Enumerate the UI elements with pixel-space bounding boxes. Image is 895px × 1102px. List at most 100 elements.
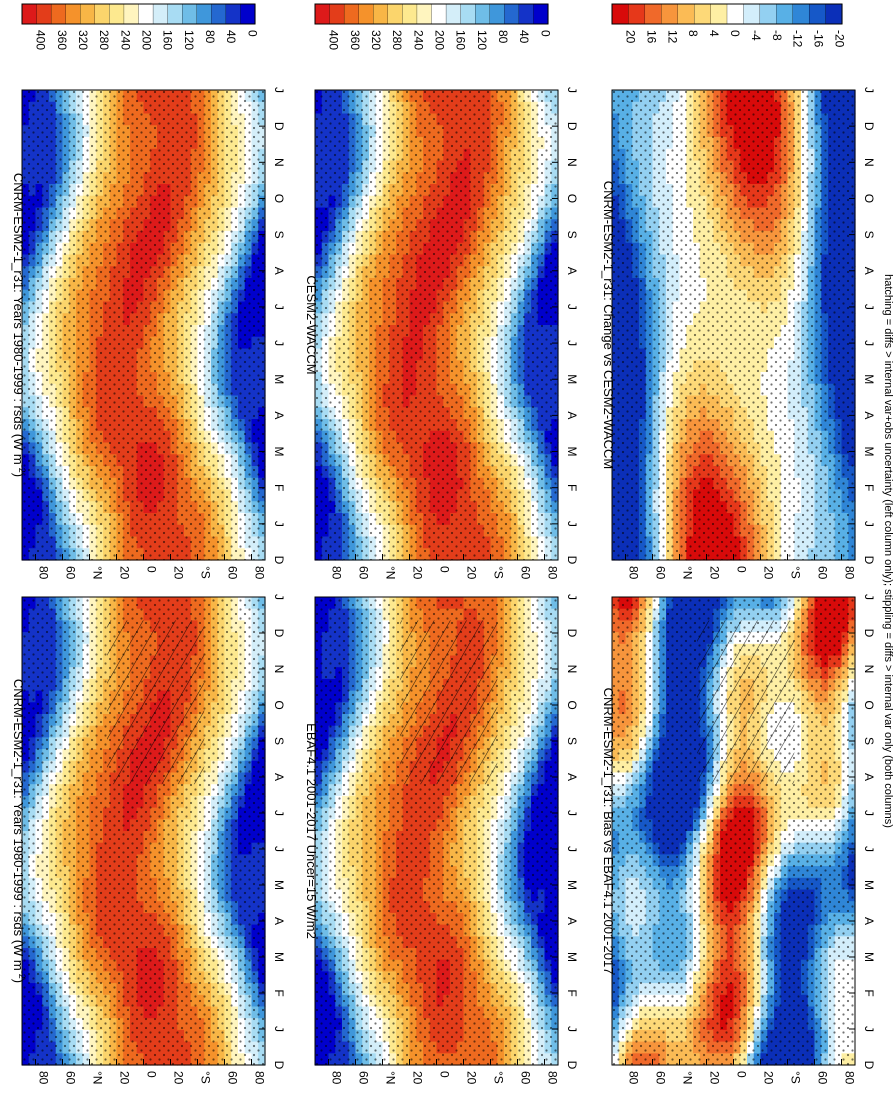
p-model-right-colorbar-tick-label: 200	[140, 30, 154, 50]
p-model-right-colorbar-tick-label: 0	[245, 30, 259, 37]
p-obs-lat-label: °S	[492, 1071, 506, 1084]
p-model-right-colorbar-swatch	[182, 3, 198, 25]
p-model-right-lat-label: 80	[37, 566, 51, 580]
p-model-left-hatching	[107, 620, 205, 785]
p-model-right-colorbar-frame	[21, 3, 256, 25]
p-model-right-lat-label: 60	[226, 566, 240, 580]
p-model-right-month-label: S	[272, 231, 286, 239]
p-obs-month-label: S	[565, 737, 579, 745]
p-model-left-lat-label: 20	[118, 1071, 132, 1085]
p-model-right-colorbar-swatch	[152, 3, 169, 25]
p-obs-month-label: M	[565, 952, 579, 962]
p-model-left-month-label: S	[272, 737, 286, 745]
p-obs-month-label: F	[565, 989, 579, 996]
p-model-right-lat-label: 60	[64, 566, 78, 580]
p-model-right-lat-label: 20	[118, 566, 132, 580]
p-model-left-month-label: O	[272, 700, 286, 709]
p-model-left-lat-label: 60	[64, 1071, 78, 1085]
p-model-right-colorbar-swatch	[65, 3, 81, 25]
p-obs-month-label: M	[565, 880, 579, 890]
p-model-right-colorbar-swatch	[21, 3, 38, 25]
p-obs-lat-ticks: 80 60 °N 20 0 20 °S 60 80	[328, 1059, 560, 1085]
p-model-right-colorbar-tick-label: 400	[34, 30, 48, 50]
p-model-right-colorbar-tick-label: 280	[97, 30, 111, 50]
p-model-right-lat-ticks: 80 60 °N 20 0 20 °S 60 80	[35, 554, 267, 580]
p-model-left-lat-label: 80	[253, 1071, 267, 1085]
p-model-right-colorbar-swatch	[240, 3, 256, 25]
p-model-right-colorbar-tick-label: 320	[76, 30, 90, 50]
p-obs-month-label: A	[565, 773, 579, 781]
p-obs-month-label: O	[565, 700, 579, 709]
p-model-left-month-label: J	[272, 846, 286, 852]
p-model-right-month-label: D	[272, 122, 286, 131]
p-model-left-month-label: N	[272, 665, 286, 674]
p-obs-month-label: J	[565, 1026, 579, 1032]
p-model-right-colorbar-tick-label: 80	[203, 30, 217, 44]
p-model-right-colorbar-swatch	[94, 3, 110, 25]
p-model-right-colorbar-swatch	[225, 3, 241, 25]
p-model-left-month-label: M	[272, 880, 286, 890]
p-model-left-month-label: A	[272, 917, 286, 925]
p-model-right-colorbar-tick-label: 120	[182, 30, 196, 50]
p-obs-month-label: J	[565, 810, 579, 816]
p-obs-title: EBAF4.1 2001-2017 Uncer=15 W/m2	[304, 723, 319, 939]
p-obs-lat-label: °N	[384, 1071, 398, 1084]
p-model-right-lat-label: 80	[253, 566, 267, 580]
p-model-right-lat-label: °N	[91, 566, 105, 579]
p-model-left-month-label: F	[272, 989, 286, 996]
p-model-right-colorbar-tick-label: 160	[161, 30, 175, 50]
p-obs-lat-label: 80	[330, 1071, 344, 1085]
p-model-right-colorbar-swatch	[138, 3, 154, 25]
p-model-left-month-label: D	[272, 629, 286, 638]
p-model-right-colorbar-swatch	[50, 3, 67, 25]
p-model-right-month-label: N	[272, 158, 286, 167]
p-model-right-lat-label: °S	[199, 566, 213, 579]
p-model-left-month-label: J	[272, 810, 286, 816]
p-model-right-month-label: A	[272, 411, 286, 419]
p-model-right-month-label: O	[272, 194, 286, 203]
p-model-left-lat-label: 80	[37, 1071, 51, 1085]
p-model-right-month-label: M	[272, 447, 286, 457]
p-model-left-lat-label: 60	[226, 1071, 240, 1085]
p-obs-month-label: D	[565, 629, 579, 638]
p-model-right-stippling	[22, 90, 265, 560]
p-obs-lat-label: 60	[519, 1071, 533, 1085]
p-model-right-colorbar-swatch	[196, 3, 212, 25]
p-obs-month-label: J	[565, 594, 579, 600]
p-model-right-month-label: J	[272, 521, 286, 527]
p-model-left-title: CNRM-ESM2-1_r31: Years 1980-1999 : rsds …	[11, 679, 27, 983]
p-model-right-colorbar-swatch	[36, 3, 52, 25]
p-obs-month-label: D	[565, 1061, 579, 1070]
p-model-right-colorbar-tick-label: 40	[224, 30, 238, 44]
p-obs-hatching	[400, 620, 498, 785]
p-model-right-colorbar-swatch	[123, 3, 140, 25]
p-model-right-month-label: J	[272, 304, 286, 310]
p-model-right-colorbar-swatch	[167, 3, 183, 25]
p-model-left-lat-label: 0	[145, 1071, 159, 1078]
p-model-right-colorbar-swatch	[80, 3, 96, 25]
p-model-right-colorbar-tick-label: 360	[55, 30, 69, 50]
p-model-right-month-label: A	[272, 267, 286, 275]
p-obs-lat-label: 0	[438, 1071, 452, 1078]
p-model-right-colorbar-swatch	[109, 3, 125, 25]
p-model-right-title: CNRM-ESM2-1_r31: Years 1980-1999 : rsds …	[11, 173, 27, 477]
p-model-right-month-label: J	[272, 87, 286, 93]
p-model-right-lat-label: 0	[145, 566, 159, 573]
p-model-left-lat-label: °N	[91, 1071, 105, 1084]
p-obs-lat-label: 60	[357, 1071, 371, 1085]
p-obs-lat-label: 20	[465, 1071, 479, 1085]
p-model-left-month-label: J	[272, 1026, 286, 1032]
p-model-right-month-label: F	[272, 484, 286, 491]
p-obs-month-label: J	[565, 846, 579, 852]
p-model-right-month-label: J	[272, 340, 286, 346]
p-model-right-month-label: D	[272, 556, 286, 565]
